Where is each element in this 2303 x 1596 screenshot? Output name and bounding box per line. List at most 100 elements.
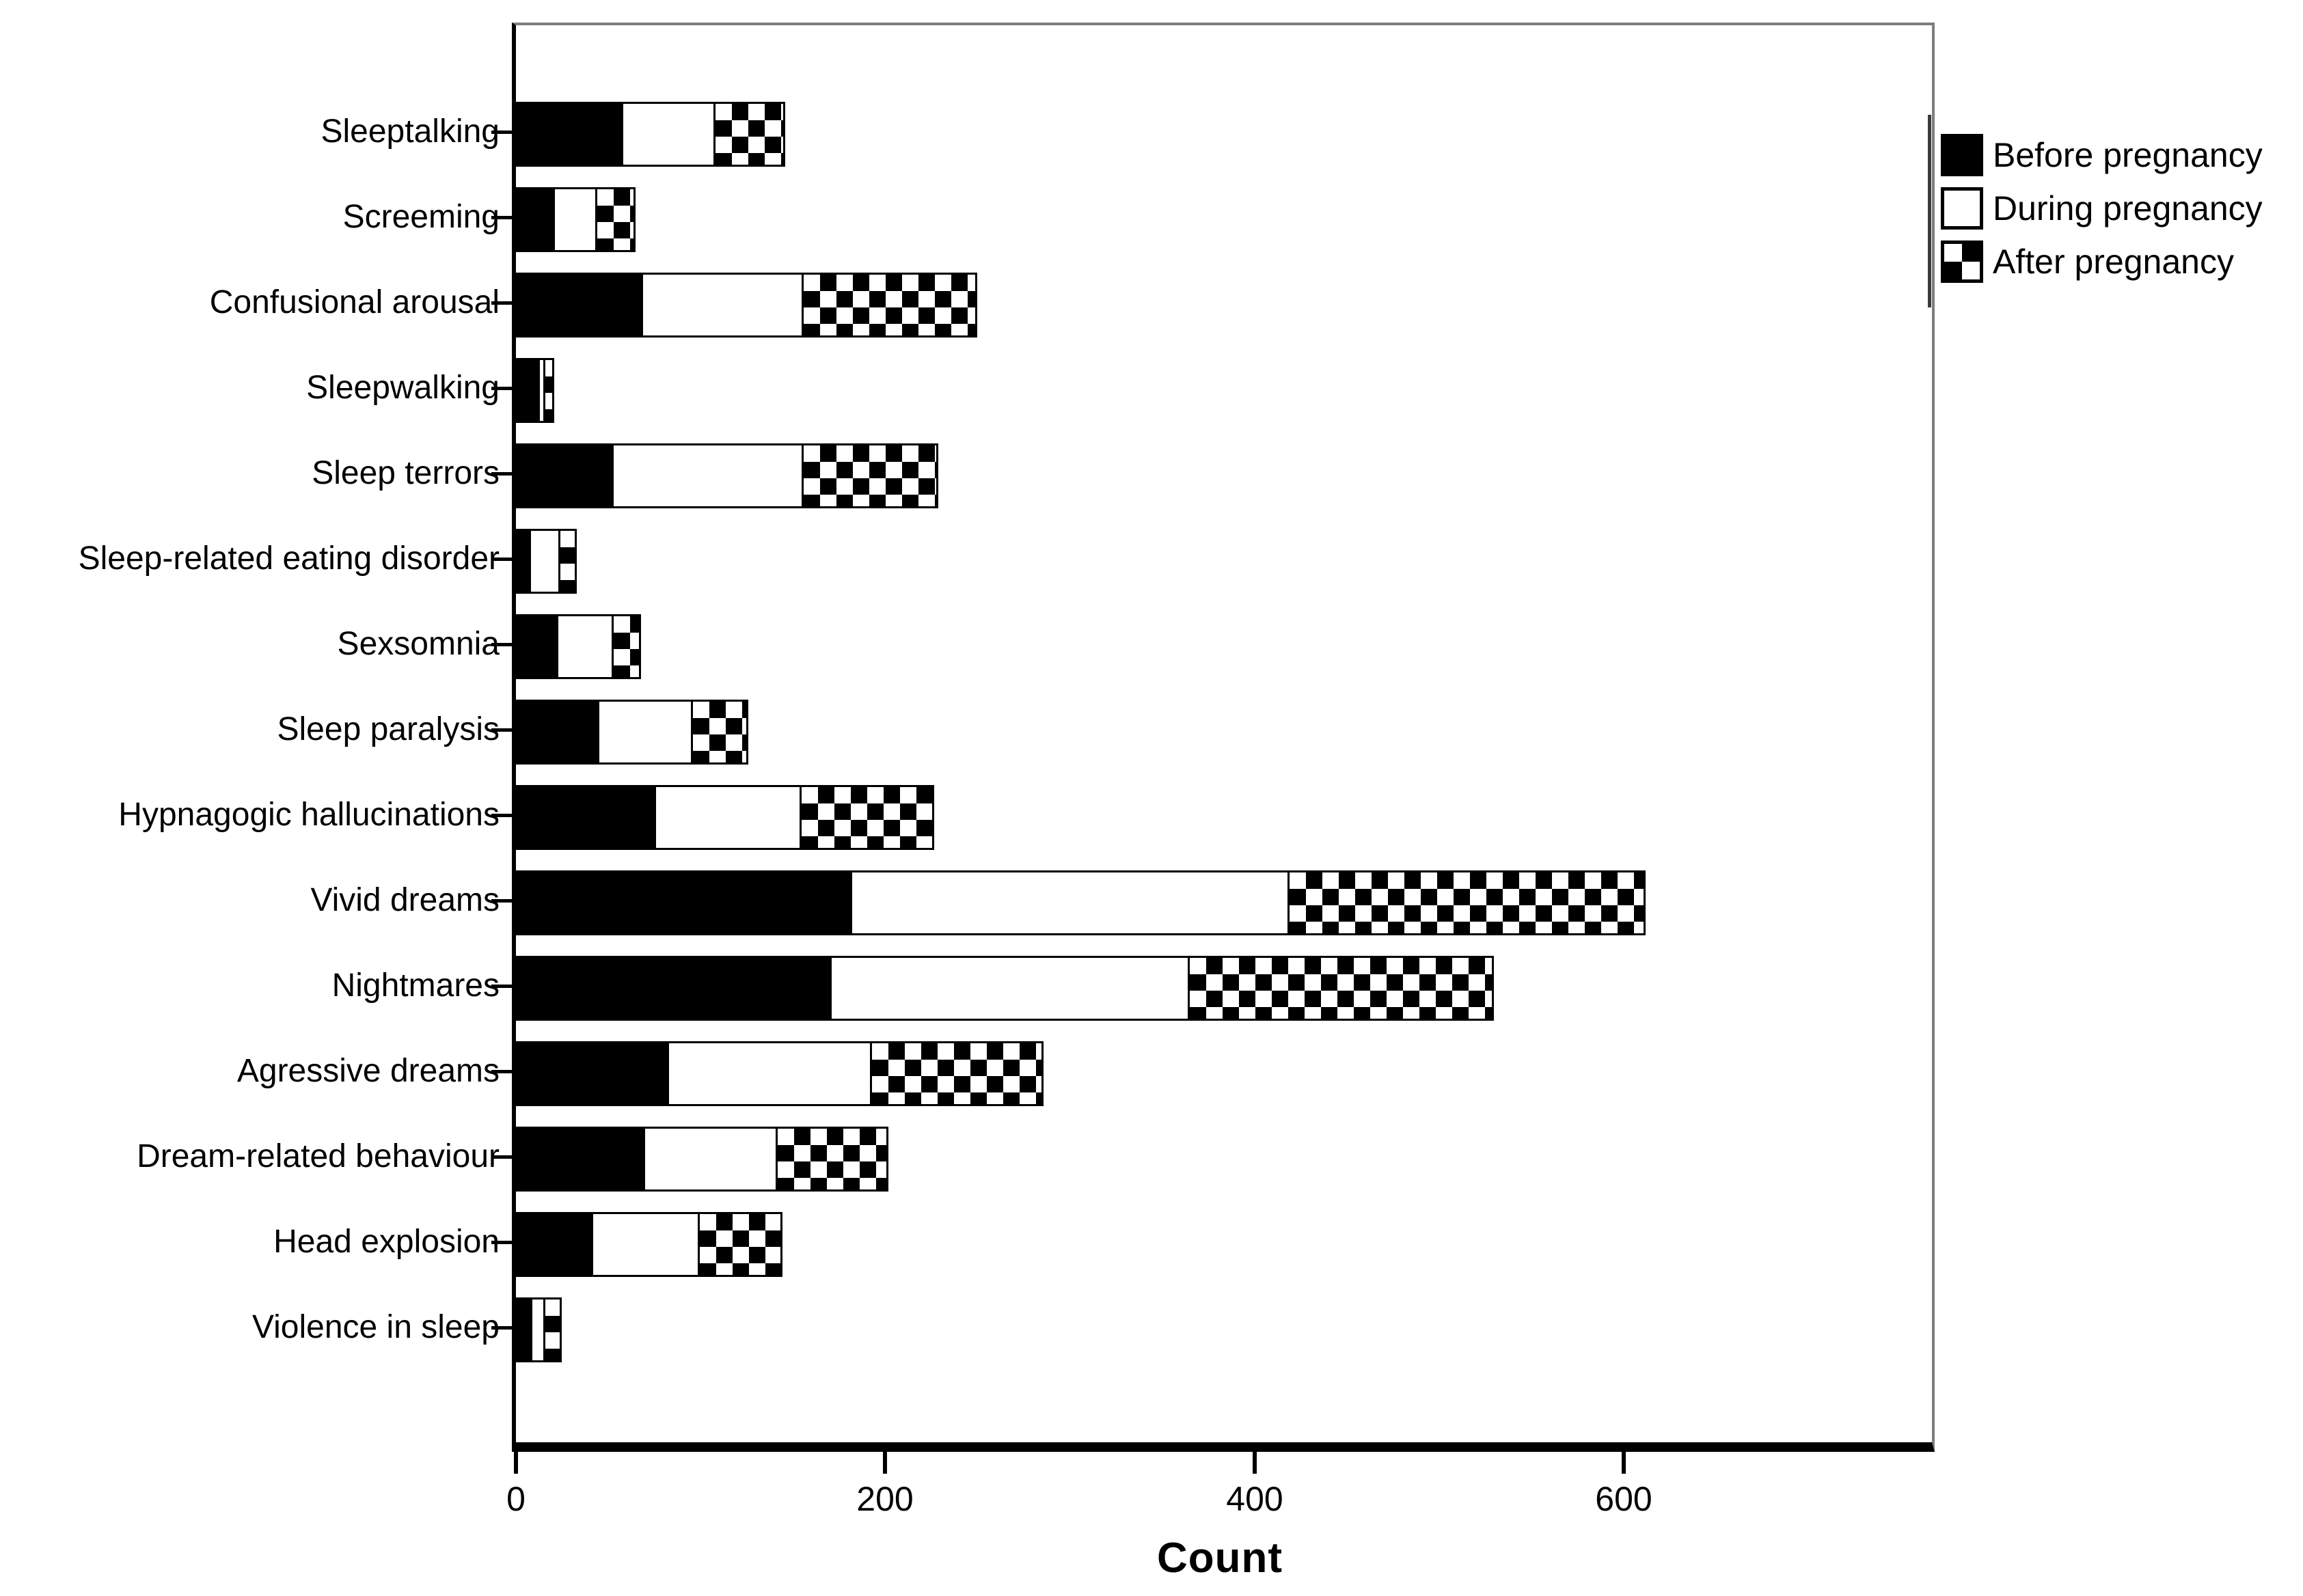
bar-row [516,614,641,679]
bar-segment-before [516,102,623,167]
x-tick [514,1452,518,1474]
bar-segment-before [516,1041,669,1106]
bar-segment-during [641,273,804,338]
category-label: Confusional arousal [209,284,500,320]
category-label: Hypnagogic hallucinations [118,796,500,833]
x-tick-label: 200 [856,1480,914,1518]
legend: Before pregnancy During pregnancy After … [1928,115,2276,307]
x-tick-label: 400 [1226,1480,1283,1518]
category-label: Sleep terrors [312,454,500,491]
bar-segment-after [802,273,977,338]
bar-segment-before [516,1127,645,1192]
legend-label-before: Before pregnancy [1993,136,2263,174]
bar-segment-during [553,187,597,252]
category-label: Head explosion [273,1223,500,1260]
bar-segment-before [516,1212,593,1277]
category-label: Vivid dreams [310,881,500,918]
category-label: Sleep-related eating disorder [78,540,500,577]
y-tick [491,301,512,305]
category-label: Agressive dreams [236,1052,500,1089]
bar-segment-during [591,1212,700,1277]
y-tick [491,642,512,646]
bar-row [516,956,1494,1021]
x-axis-title: Count [1156,1535,1283,1582]
bar-segment-before [516,785,656,850]
legend-item-during: During pregnancy [1941,187,2263,230]
category-label: Sleepwalking [306,369,500,406]
bar-segment-during [529,529,560,594]
legend-item-before: Before pregnancy [1941,134,2263,176]
plot-area [512,23,1935,1452]
bar-segment-during [556,614,614,679]
y-tick [491,1155,512,1159]
bar-segment-during [612,443,804,508]
bar-segment-after [698,1212,782,1277]
bar-row [516,1041,1044,1106]
bar-segment-during [850,870,1290,935]
bar-segment-before [516,614,558,679]
bar-row [516,785,934,850]
category-label: Sleeptalking [321,113,500,150]
category-label: Dream-related behaviour [137,1138,500,1174]
bar-segment-before [516,443,614,508]
y-tick [491,1325,512,1330]
bar-segment-after [800,785,934,850]
bar-segment-after [1287,870,1646,935]
x-tick-label: 600 [1595,1480,1652,1518]
bar-segment-after [612,614,641,679]
bar-segment-after [776,1127,888,1192]
bar-row [516,443,938,508]
y-tick [491,984,512,988]
bar-row [516,870,1646,935]
x-tick [883,1452,887,1474]
bar-segment-during [643,1127,778,1192]
bar-segment-after [713,102,785,167]
y-tick [491,1240,512,1244]
bar-row [516,1212,782,1277]
bar-row [516,1297,562,1362]
bar-segment-before [516,273,643,338]
category-label: Screeming [342,198,500,235]
legend-label-during: During pregnancy [1993,189,2263,228]
y-tick [491,1069,512,1073]
bar-row [516,700,748,765]
y-tick [491,215,512,219]
bar-row [516,1127,888,1192]
bar-segment-during [597,700,693,765]
category-label: Violence in sleep [251,1308,500,1345]
bar-segment-before [516,956,832,1021]
bar-row [516,187,636,252]
after-pregnancy-swatch-icon [1941,240,1983,283]
y-tick [491,728,512,732]
y-tick [491,813,512,817]
bar-row [516,529,577,594]
y-tick [491,898,512,903]
y-tick [491,471,512,476]
bar-row [516,102,785,167]
y-tick [491,386,512,390]
bar-segment-during [830,956,1190,1021]
bar-segment-before [516,358,540,423]
bar-segment-after [691,700,748,765]
x-tick [1622,1452,1626,1474]
category-label: Nightmares [331,967,500,1004]
before-pregnancy-swatch-icon [1941,134,1983,176]
category-label: Sexsomnia [337,625,500,662]
bar-segment-before [516,700,599,765]
bar-segment-after [543,1297,562,1362]
legend-item-after: After pregnancy [1941,240,2263,283]
bar-segment-during [621,102,716,167]
bar-segment-after [595,187,636,252]
y-tick [491,130,512,134]
bar-segment-during [667,1041,872,1106]
bar-segment-after [543,358,554,423]
category-label: Sleep paralysis [277,711,500,747]
x-tick [1253,1452,1257,1474]
y-tick [491,557,512,561]
legend-label-after: After pregnancy [1993,243,2234,281]
bar-segment-during [654,785,802,850]
bar-segment-before [516,870,852,935]
bar-segment-before [516,187,555,252]
x-tick-label: 0 [506,1480,526,1518]
